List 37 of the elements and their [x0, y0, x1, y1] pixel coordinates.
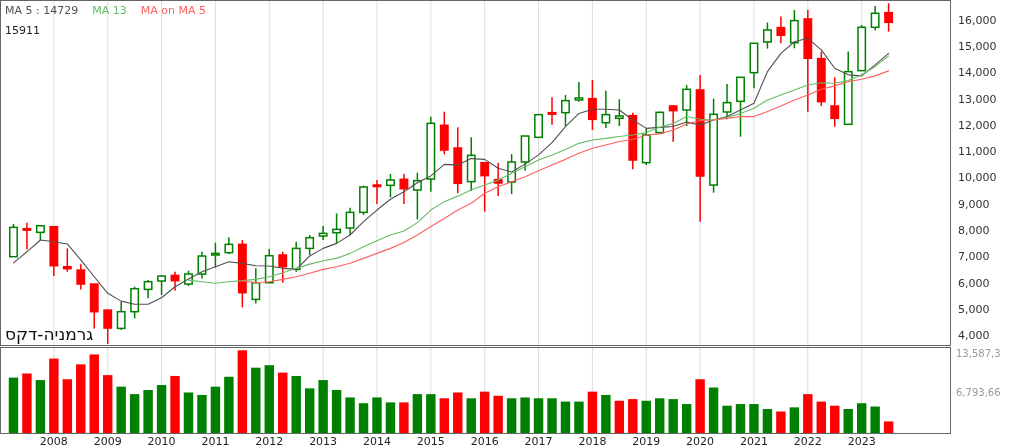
y-tick-label: 11,000 — [958, 145, 997, 159]
x-tick-label: 2023 — [847, 435, 876, 448]
x-tick-label: 2015 — [416, 435, 445, 448]
y-tick-label: 13,000 — [958, 92, 997, 106]
text: MA 5 : 14729 — [5, 4, 79, 17]
x-tick-label: 2010 — [147, 435, 176, 448]
y-tick-label: 15,000 — [958, 40, 997, 54]
x-tick-label: 2013 — [309, 435, 338, 448]
text: 13,587,3 — [956, 348, 1001, 359]
x-tick-label: 2008 — [39, 435, 68, 448]
x-tick-label: 2018 — [578, 435, 607, 448]
x-tick-label: 2022 — [793, 435, 822, 448]
y-tick-label: 16,000 — [958, 13, 997, 27]
x-tick-label: 2009 — [93, 435, 122, 448]
text: MA on MA 5 — [140, 4, 206, 17]
text: MA 13 — [92, 4, 127, 17]
x-tick-label: 2021 — [739, 435, 768, 448]
y-tick-label: 10,000 — [958, 171, 997, 185]
x-tick-label: 2012 — [255, 435, 284, 448]
x-tick-label: 2016 — [470, 435, 499, 448]
y-tick-label: 6,000 — [958, 276, 990, 290]
text: גרמניה-דקס — [5, 324, 94, 344]
text: 6,793,66 — [956, 386, 1001, 398]
x-tick-label: 2019 — [632, 435, 661, 448]
annotation: 15911 — [5, 24, 40, 37]
y-tick-label: 12,000 — [958, 118, 997, 132]
y-tick-label: 4,000 — [958, 329, 990, 343]
y-tick-label: 9,000 — [958, 197, 990, 211]
x-tick-label: 2011 — [201, 435, 230, 448]
x-tick-label: 2014 — [362, 435, 391, 448]
line-series — [12, 37, 890, 305]
y-tick-label: 14,000 — [958, 66, 997, 80]
y-tick-label: 8,000 — [958, 224, 990, 237]
y-tick-label: 7,000 — [958, 250, 990, 264]
y-tick-label: 5,000 — [958, 302, 990, 316]
x-tick-label: 2020 — [686, 435, 715, 448]
x-tick-label: 2017 — [524, 435, 553, 448]
